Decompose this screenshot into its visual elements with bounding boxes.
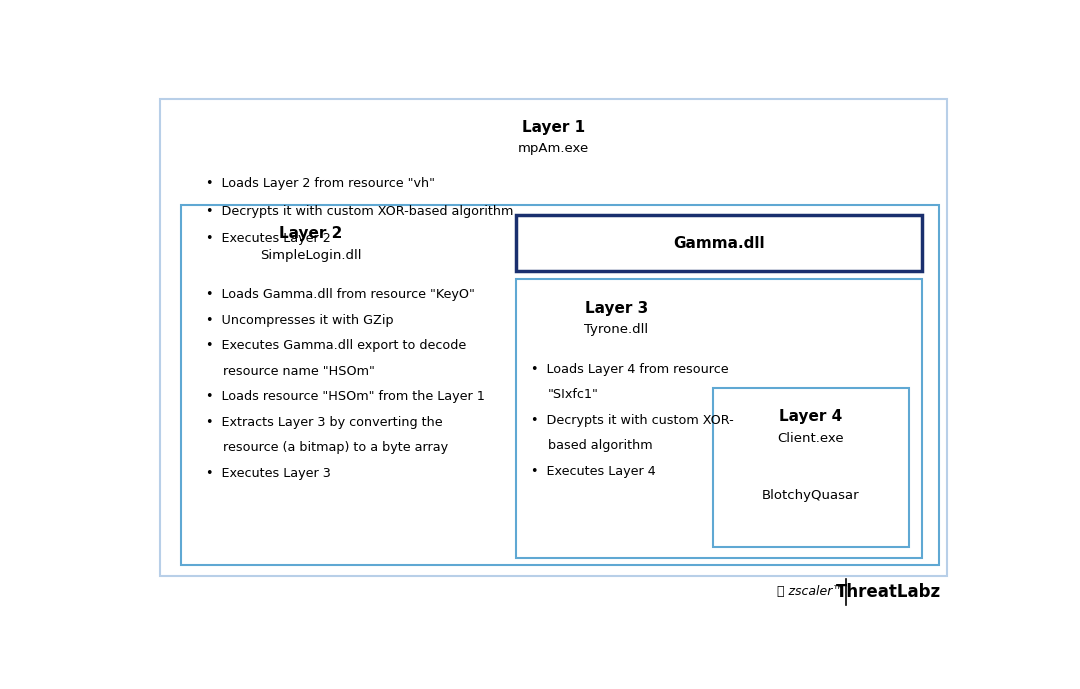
Text: SimpleLogin.dll: SimpleLogin.dll <box>260 249 362 262</box>
Text: Client.exe: Client.exe <box>778 431 845 444</box>
Text: •  Executes Layer 2: • Executes Layer 2 <box>206 232 330 245</box>
Text: •  Loads Layer 4 from resource: • Loads Layer 4 from resource <box>531 362 729 376</box>
Text: •  Loads Layer 2 from resource "vh": • Loads Layer 2 from resource "vh" <box>206 177 435 190</box>
Text: "SIxfc1": "SIxfc1" <box>548 388 598 401</box>
Text: Layer 1: Layer 1 <box>522 121 585 135</box>
Text: •  Executes Gamma.dll export to decode: • Executes Gamma.dll export to decode <box>206 339 467 352</box>
Text: Layer 4: Layer 4 <box>780 409 842 424</box>
Text: •  Loads resource "HSOm" from the Layer 1: • Loads resource "HSOm" from the Layer 1 <box>206 390 485 403</box>
Text: •  Decrypts it with custom XOR-based algorithm: • Decrypts it with custom XOR-based algo… <box>206 205 513 218</box>
Text: Gamma.dll: Gamma.dll <box>673 236 765 251</box>
Text: ⦿ zscaler™: ⦿ zscaler™ <box>778 586 846 599</box>
Text: resource name "HSOm": resource name "HSOm" <box>222 364 375 378</box>
Text: resource (a bitmap) to a byte array: resource (a bitmap) to a byte array <box>222 441 448 454</box>
Text: Layer 2: Layer 2 <box>279 227 342 241</box>
Text: Tyrone.dll: Tyrone.dll <box>584 323 648 336</box>
Text: Layer 3: Layer 3 <box>584 300 648 316</box>
Text: •  Extracts Layer 3 by converting the: • Extracts Layer 3 by converting the <box>206 415 443 429</box>
Text: •  Executes Layer 4: • Executes Layer 4 <box>531 464 656 477</box>
Text: •  Uncompresses it with GZip: • Uncompresses it with GZip <box>206 314 394 327</box>
Text: BlotchyQuasar: BlotchyQuasar <box>762 489 860 502</box>
Text: •  Loads Gamma.dll from resource "KeyO": • Loads Gamma.dll from resource "KeyO" <box>206 289 475 301</box>
FancyBboxPatch shape <box>516 215 922 271</box>
Text: mpAm.exe: mpAm.exe <box>518 143 589 156</box>
Text: •  Decrypts it with custom XOR-: • Decrypts it with custom XOR- <box>531 413 733 426</box>
FancyBboxPatch shape <box>516 279 922 557</box>
Text: ThreatLabz: ThreatLabz <box>836 583 941 601</box>
Text: based algorithm: based algorithm <box>548 439 652 452</box>
Text: •  Executes Layer 3: • Executes Layer 3 <box>206 466 330 480</box>
FancyBboxPatch shape <box>713 388 909 547</box>
FancyBboxPatch shape <box>160 99 947 576</box>
FancyBboxPatch shape <box>181 205 939 566</box>
